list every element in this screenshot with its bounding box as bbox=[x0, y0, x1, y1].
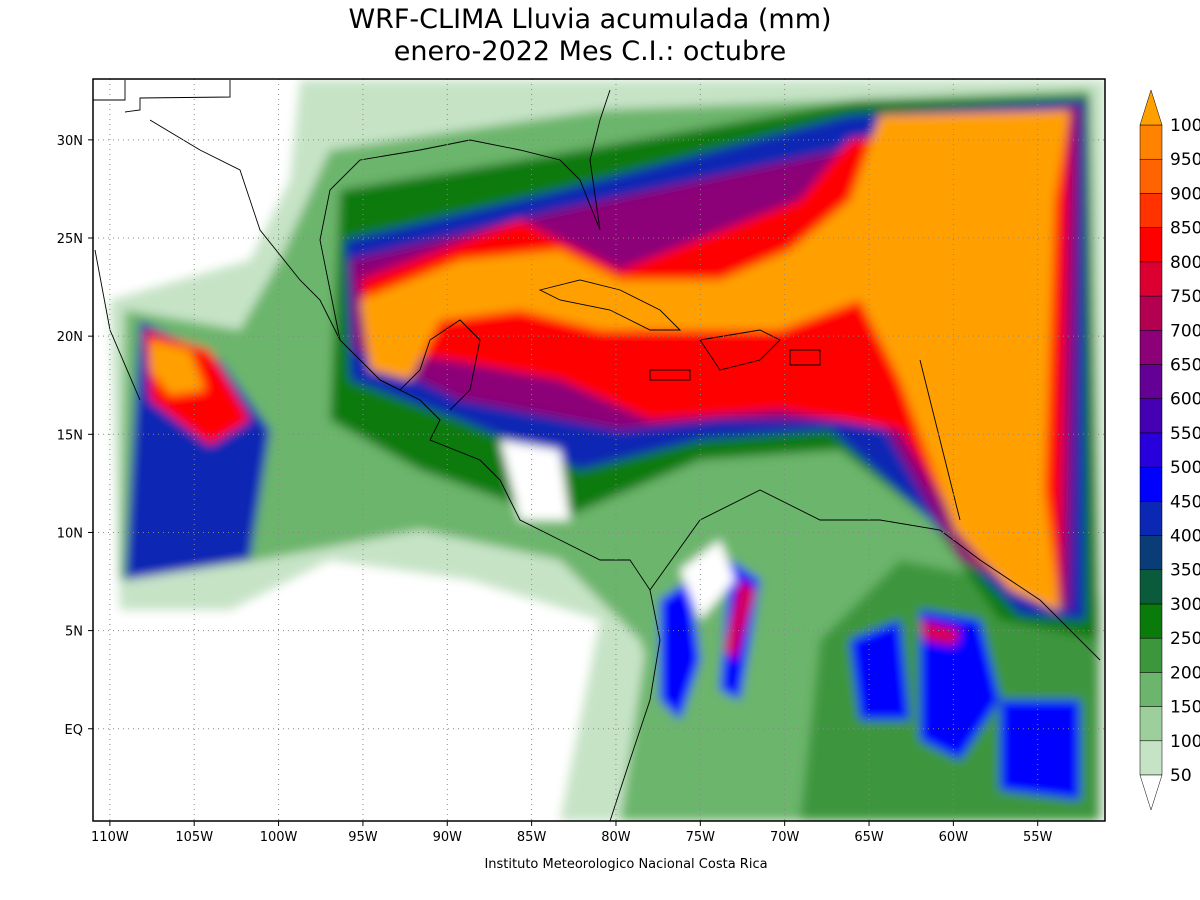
colorbar-segment bbox=[1139, 295, 1163, 331]
lon-tick-label: 55W bbox=[1023, 830, 1053, 845]
lat-tick-label: 20N bbox=[57, 330, 83, 345]
colorbar-segment bbox=[1139, 466, 1163, 502]
colorbar-segment bbox=[1139, 740, 1163, 776]
colorbar-label: 950 bbox=[1170, 150, 1200, 170]
lon-tick-label: 85W bbox=[517, 830, 547, 845]
colorbar-label: 1000 bbox=[1170, 116, 1200, 136]
colorbar-label: 450 bbox=[1170, 492, 1200, 512]
colorbar-label: 900 bbox=[1170, 184, 1200, 204]
colorbar-segment bbox=[1139, 158, 1163, 194]
map-frame bbox=[92, 78, 1106, 822]
lon-tick-label: 105W bbox=[175, 830, 213, 845]
colorbar-segment bbox=[1139, 124, 1163, 160]
colorbar-segment bbox=[1139, 637, 1163, 673]
colorbar-label: 250 bbox=[1170, 629, 1200, 649]
colorbar-segment bbox=[1139, 398, 1163, 434]
colorbar-segment bbox=[1139, 227, 1163, 263]
lat-tick-label: 5N bbox=[65, 625, 83, 640]
credit: Instituto Meteorologico Nacional Costa R… bbox=[484, 857, 767, 872]
colorbar-segment bbox=[1139, 193, 1163, 228]
lat-tick-label: 15N bbox=[57, 428, 83, 443]
colorbar-segment bbox=[1139, 569, 1163, 605]
graticule: 110W 105W 100W 95W 90W 85W 80W 75W 70W 65W 60W 55W 3… bbox=[57, 79, 1105, 845]
colorbar-label: 750 bbox=[1170, 287, 1200, 307]
colorbar-segment bbox=[1139, 672, 1163, 707]
lon-tick-label: 90W bbox=[433, 830, 463, 845]
title: WRF-CLIMA Lluvia acumulada (mm) bbox=[348, 4, 831, 35]
colorbar-segment bbox=[1139, 432, 1163, 468]
precip-field bbox=[93, 79, 1105, 821]
colorbar-segment bbox=[1139, 261, 1163, 297]
lon-tick-label: 70W bbox=[770, 830, 800, 845]
colorbar: 50 100 150 200 250 300 350 400 450 500 550 600 650 70… bbox=[1139, 89, 1200, 811]
colorbar-segment bbox=[1139, 364, 1163, 399]
colorbar-label: 200 bbox=[1170, 663, 1200, 683]
colorbar-label: 500 bbox=[1170, 458, 1200, 478]
colorbar-label: 600 bbox=[1170, 390, 1200, 410]
lon-tick-label: 110W bbox=[91, 830, 129, 845]
colorbar-label: 550 bbox=[1170, 424, 1200, 444]
colorbar-label: 100 bbox=[1170, 732, 1200, 752]
colorbar-label: 350 bbox=[1170, 561, 1200, 581]
colorbar-label: 300 bbox=[1170, 595, 1200, 615]
lon-tick-label: 60W bbox=[939, 830, 969, 845]
colorbar-label: 650 bbox=[1170, 355, 1200, 375]
lat-tick-label: 10N bbox=[57, 526, 83, 541]
colorbar-label: 800 bbox=[1170, 253, 1200, 273]
colorbar-label: 150 bbox=[1170, 698, 1200, 718]
subtitle: enero-2022 Mes C.I.: octubre bbox=[394, 36, 786, 67]
colorbar-segment bbox=[1139, 706, 1163, 742]
colorbar-segment bbox=[1139, 603, 1163, 639]
lon-tick-label: 95W bbox=[348, 830, 378, 845]
colorbar-segment bbox=[1139, 501, 1163, 536]
lon-tick-label: 100W bbox=[260, 830, 298, 845]
colorbar-label: 700 bbox=[1170, 321, 1200, 341]
lat-tick-label: EQ bbox=[65, 723, 83, 738]
lon-tick-label: 80W bbox=[601, 830, 631, 845]
colorbar-bottom-arrow bbox=[1139, 774, 1163, 811]
colorbar-segment bbox=[1139, 535, 1163, 570]
colorbar-label: 850 bbox=[1170, 219, 1200, 239]
colorbar-segment bbox=[1139, 330, 1163, 365]
lat-tick-label: 30N bbox=[57, 134, 83, 149]
colorbar-label: 400 bbox=[1170, 527, 1200, 547]
colorbar-top-arrow bbox=[1139, 89, 1163, 126]
lon-tick-label: 65W bbox=[854, 830, 884, 845]
lat-tick-label: 25N bbox=[57, 232, 83, 247]
colorbar-label: 50 bbox=[1170, 766, 1192, 786]
lon-tick-label: 75W bbox=[686, 830, 716, 845]
